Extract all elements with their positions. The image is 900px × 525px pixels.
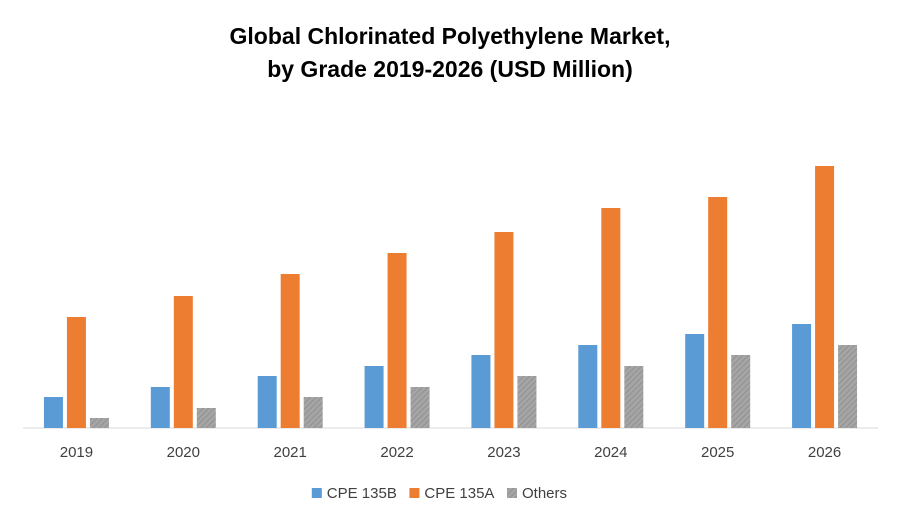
- bar: [601, 208, 621, 428]
- bar: [89, 418, 109, 428]
- bar: [150, 387, 170, 428]
- bar: [173, 296, 193, 428]
- bar: [364, 366, 384, 428]
- bar: [578, 345, 598, 428]
- legend-swatch: [311, 488, 322, 498]
- x-tick-label: 2019: [60, 444, 93, 461]
- bar: [815, 166, 835, 428]
- bar: [838, 345, 858, 428]
- bar: [196, 408, 216, 428]
- chart-title: by Grade 2019-2026 (USD Million): [267, 56, 633, 82]
- bar: [624, 366, 644, 428]
- bar: [387, 253, 407, 428]
- bar: [517, 376, 537, 428]
- legend-swatch: [507, 488, 517, 498]
- bar: [685, 334, 705, 428]
- bar: [43, 397, 63, 428]
- bar: [792, 324, 812, 428]
- bar: [494, 232, 514, 428]
- bar: [708, 197, 728, 428]
- bar: [257, 376, 277, 428]
- bar: [66, 317, 86, 428]
- x-tick-label: 2024: [594, 444, 627, 461]
- x-tick-label: 2022: [380, 444, 413, 461]
- bar: [731, 355, 751, 428]
- x-tick-label: 2026: [808, 444, 841, 461]
- legend-label: CPE 135B: [327, 485, 397, 502]
- legend-swatch: [409, 488, 420, 498]
- x-tick-label: 2023: [487, 444, 520, 461]
- bar: [303, 397, 323, 428]
- x-tick-label: 2025: [701, 444, 734, 461]
- bar: [410, 387, 430, 428]
- legend-label: Others: [522, 485, 567, 502]
- bar: [280, 274, 300, 428]
- legend-label: CPE 135A: [424, 485, 494, 502]
- x-tick-label: 2020: [167, 444, 200, 461]
- x-tick-label: 2021: [274, 444, 307, 461]
- chart-title: Global Chlorinated Polyethylene Market,: [230, 23, 671, 49]
- bar: [471, 355, 491, 428]
